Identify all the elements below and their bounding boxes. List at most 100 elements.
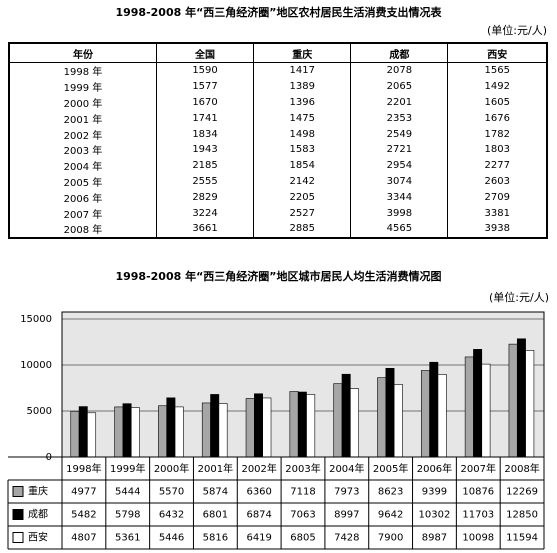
table-row: 2004 年 2185 1854 2954 2277 — [8, 157, 547, 174]
header-cell: 年份 — [8, 43, 157, 63]
value-label: 9399 — [422, 487, 447, 498]
table-row: 1998 年 1590 1417 2078 1565 — [8, 62, 547, 79]
table-row: 2000 年 1670 1396 2201 1605 — [8, 94, 547, 111]
header-cell: 成都 — [350, 43, 448, 63]
table-row: 2001 年 1741 1475 2353 1676 — [8, 110, 547, 127]
table-cell: 1583 — [253, 141, 351, 158]
table-cell: 2603 — [447, 173, 547, 190]
table-row: 1999 年 1577 1389 2065 1492 — [8, 78, 547, 95]
x-tick-label: 2006年 — [417, 462, 452, 475]
table-cell: 2205 — [253, 189, 351, 206]
bar — [333, 383, 343, 458]
value-label: 5798 — [115, 510, 140, 521]
bar — [245, 398, 255, 458]
value-label: 11594 — [506, 533, 538, 544]
value-label: 8623 — [378, 487, 403, 498]
value-label: 7900 — [378, 533, 403, 544]
table-cell: 1605 — [447, 94, 547, 111]
legend-label: 重庆 — [28, 485, 48, 498]
x-tick-label: 2002年 — [241, 462, 276, 475]
table-row: 2006 年 2829 2205 3344 2709 — [8, 189, 547, 206]
table-cell: 1998 年 — [8, 62, 157, 79]
table-cell: 1999 年 — [8, 78, 157, 95]
table-cell: 2353 — [350, 110, 448, 127]
table-unit: (单位:元/人) — [487, 24, 547, 37]
bar — [254, 393, 263, 458]
table-row: 2008 年 3661 2885 4565 3938 — [8, 220, 547, 238]
value-label: 5444 — [115, 487, 140, 498]
bar — [114, 406, 124, 458]
legend-swatch — [12, 486, 24, 497]
bar — [174, 406, 184, 458]
table-cell: 2005 年 — [8, 173, 157, 190]
bar — [464, 356, 474, 458]
table-cell: 2721 — [350, 141, 448, 158]
table-cell: 1854 — [253, 157, 351, 174]
table-cell: 2003 年 — [8, 141, 157, 158]
value-label: 12269 — [506, 487, 538, 498]
x-tick-label: 2007年 — [461, 462, 496, 475]
bar — [393, 384, 403, 458]
table: 年份 全国 重庆 成都 西安 1998 年 1590 1417 2078 1565 1999 年 15… — [8, 42, 548, 239]
x-tick-label: 2004年 — [329, 462, 364, 475]
table-cell: 1389 — [253, 78, 351, 95]
header-cell: 西安 — [447, 43, 547, 63]
table-cell: 4565 — [350, 220, 448, 238]
value-label: 8987 — [422, 533, 447, 544]
x-tick-label: 2005年 — [373, 462, 408, 475]
bar — [130, 407, 140, 458]
table-cell: 3074 — [350, 173, 448, 190]
legend-swatch — [12, 532, 24, 543]
value-label: 5446 — [159, 533, 184, 544]
table-cell: 2002 年 — [8, 126, 157, 142]
bar — [385, 367, 395, 458]
value-label: 10302 — [419, 510, 451, 521]
value-label: 9642 — [378, 510, 403, 521]
table-cell: 2201 — [350, 94, 448, 111]
value-label: 6805 — [290, 533, 315, 544]
table-cell: 1670 — [155, 94, 254, 111]
table-cell: 3344 — [350, 189, 448, 206]
header-cell: 重庆 — [253, 43, 351, 63]
bar — [289, 391, 299, 458]
table-cell: 1396 — [253, 94, 351, 111]
value-label: 5816 — [203, 533, 228, 544]
x-tick-label: 2001年 — [198, 462, 233, 475]
bar — [122, 403, 132, 458]
table-cell: 1492 — [447, 78, 547, 95]
bar — [341, 373, 351, 458]
value-label: 8997 — [334, 510, 359, 521]
table-cell: 2142 — [253, 173, 351, 190]
y-tick-label: 10000 — [20, 360, 52, 371]
table-cell: 1943 — [155, 141, 254, 158]
bar — [481, 363, 491, 458]
table-cell: 1803 — [447, 141, 547, 158]
value-label: 5570 — [159, 487, 184, 498]
legend-label: 西安 — [28, 531, 48, 544]
x-tick-label: 1999年 — [110, 462, 145, 475]
bar — [525, 350, 535, 458]
bar — [87, 412, 97, 458]
table-cell: 2185 — [155, 157, 254, 174]
table-cell: 3224 — [155, 205, 254, 221]
table-cell: 3998 — [350, 205, 448, 221]
value-label: 7428 — [334, 533, 359, 544]
table-row: 2007 年 3224 2527 3998 3381 — [8, 205, 547, 221]
table-cell: 2885 — [253, 220, 351, 238]
table-cell: 1577 — [155, 78, 254, 95]
value-label: 5361 — [115, 533, 140, 544]
header-cell: 全国 — [155, 43, 254, 63]
value-label: 6874 — [246, 510, 271, 521]
value-label: 10098 — [462, 533, 494, 544]
table-row: 2002 年 1834 1498 2549 1782 — [8, 126, 547, 142]
x-tick-label: 1998年 — [66, 462, 101, 475]
table-cell: 2078 — [350, 62, 448, 79]
bar — [516, 338, 526, 458]
table-cell: 1475 — [253, 110, 351, 127]
chart-title: 1998-2008 年“西三角经济圈”地区城市居民人均生活消费情况图 — [115, 270, 442, 283]
bar — [201, 402, 211, 458]
bar — [473, 349, 483, 458]
table-cell: 2549 — [350, 126, 448, 142]
